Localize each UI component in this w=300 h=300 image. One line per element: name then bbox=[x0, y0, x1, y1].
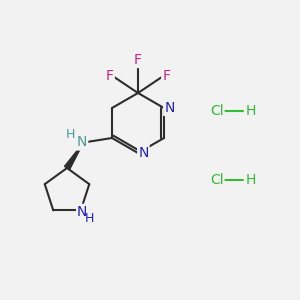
Text: F: F bbox=[162, 70, 170, 83]
Text: H: H bbox=[245, 104, 256, 118]
Text: H: H bbox=[66, 128, 76, 141]
Text: F: F bbox=[134, 53, 142, 67]
Text: F: F bbox=[106, 70, 114, 83]
Text: N: N bbox=[77, 205, 88, 219]
Text: H: H bbox=[85, 212, 94, 225]
Text: H: H bbox=[245, 173, 256, 187]
Text: N: N bbox=[138, 146, 148, 160]
Text: N: N bbox=[164, 101, 175, 115]
Text: Cl: Cl bbox=[210, 173, 224, 187]
Polygon shape bbox=[64, 142, 83, 170]
Text: N: N bbox=[77, 136, 87, 149]
Text: Cl: Cl bbox=[210, 104, 224, 118]
